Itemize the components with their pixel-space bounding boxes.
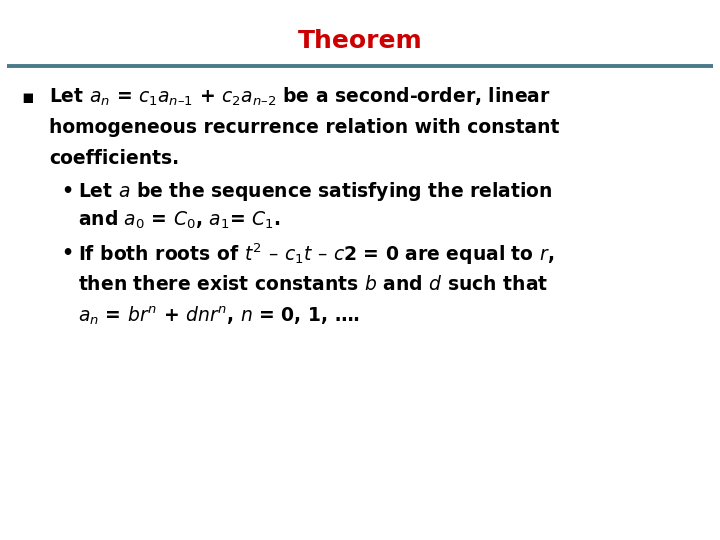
Text: •: • xyxy=(61,182,73,201)
Text: Let $a$ be the sequence satisfying the relation: Let $a$ be the sequence satisfying the r… xyxy=(78,180,552,203)
Text: ▪: ▪ xyxy=(22,87,35,107)
Text: coefficients.: coefficients. xyxy=(49,149,179,168)
Text: and $a_0$ = $C_0$, $a_1$= $C_1$.: and $a_0$ = $C_0$, $a_1$= $C_1$. xyxy=(78,208,280,231)
Text: homogeneous recurrence relation with constant: homogeneous recurrence relation with con… xyxy=(49,118,559,138)
Text: then there exist constants $b$ and $d$ such that: then there exist constants $b$ and $d$ s… xyxy=(78,275,548,294)
Text: If both roots of $t^2$ – $c_1t$ – $c$2 = 0 are equal to $r$,: If both roots of $t^2$ – $c_1t$ – $c$2 =… xyxy=(78,241,554,267)
Text: Theorem: Theorem xyxy=(297,29,423,52)
Text: $a_n$ = $br^n$ + $dnr^n$, $n$ = 0, 1, ….: $a_n$ = $br^n$ + $dnr^n$, $n$ = 0, 1, …. xyxy=(78,304,360,327)
Text: Let $a_n$ = $c_1a_{n–1}$ + $c_2a_{n–2}$ be a second-order, linear: Let $a_n$ = $c_1a_{n–1}$ + $c_2a_{n–2}$ … xyxy=(49,86,551,109)
Text: •: • xyxy=(61,244,73,264)
